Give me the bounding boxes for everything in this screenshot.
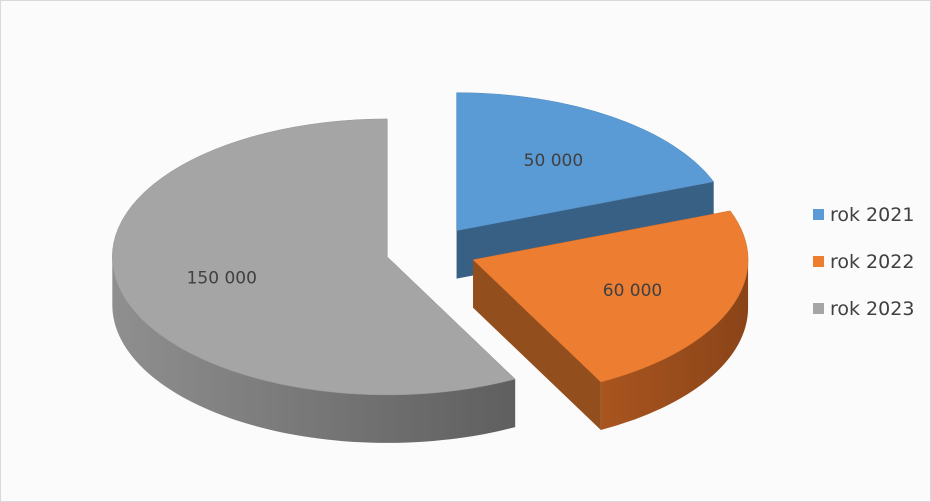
slice-top <box>472 210 749 383</box>
pie-slice-rok-2022 <box>472 210 749 430</box>
legend-item-rok-2022: rok 2022 <box>813 248 914 275</box>
legend-swatch <box>813 209 824 220</box>
data-label-rok-2022: 60 000 <box>603 281 662 301</box>
slice-wall <box>473 259 601 430</box>
slice-side <box>600 259 749 430</box>
slice-top <box>456 92 715 231</box>
legend-swatch <box>813 256 824 267</box>
legend: rok 2021 rok 2022 rok 2023 <box>813 201 914 342</box>
legend-item-rok-2021: rok 2021 <box>813 201 914 228</box>
pie-slice-rok-2023 <box>112 118 516 443</box>
slice-top <box>112 118 516 396</box>
data-label-rok-2021: 50 000 <box>524 151 583 171</box>
legend-label: rok 2023 <box>830 297 915 320</box>
legend-swatch <box>813 303 824 314</box>
slice-side <box>112 256 516 443</box>
data-label-rok-2023: 150 000 <box>187 268 257 288</box>
legend-label: rok 2022 <box>830 250 915 273</box>
legend-item-rok-2023: rok 2023 <box>813 295 914 322</box>
legend-label: rok 2021 <box>830 203 915 226</box>
